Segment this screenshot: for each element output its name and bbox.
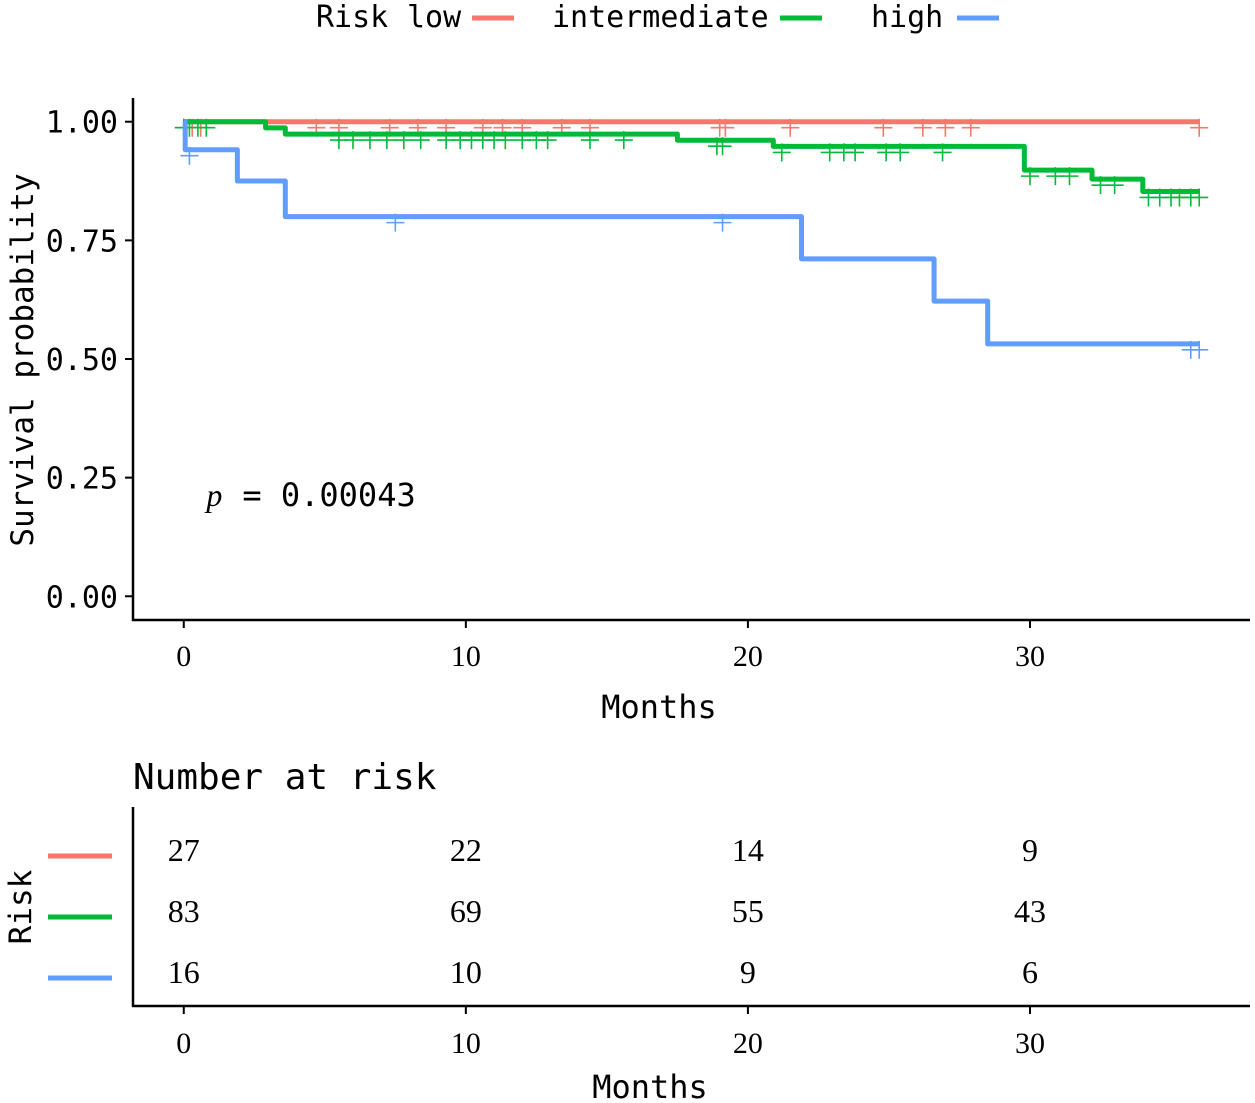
censor-mark-intermediate bbox=[1105, 176, 1124, 195]
censor-mark-high bbox=[713, 213, 732, 232]
risk-table-cell: 6 bbox=[1022, 954, 1038, 990]
y-tick-label: 0.75 bbox=[46, 224, 118, 259]
risk-table-x-tick-label: 10 bbox=[451, 1027, 481, 1060]
risk-table-cell: 83 bbox=[168, 893, 200, 929]
risk-table-x-tick-label: 30 bbox=[1015, 1027, 1045, 1060]
censor-mark-intermediate bbox=[1020, 167, 1039, 186]
legend-label-high: high bbox=[871, 0, 943, 35]
censor-mark-intermediate bbox=[411, 131, 430, 150]
survival-curves bbox=[174, 118, 1209, 359]
legend-title: Risk bbox=[316, 0, 388, 35]
risk-table-x-tick-label: 20 bbox=[733, 1027, 763, 1060]
p-value-text: = 0.00043 bbox=[242, 476, 415, 514]
risk-table-x-tick-label: 0 bbox=[176, 1027, 191, 1060]
censor-mark-low bbox=[716, 118, 735, 137]
censor-mark-low bbox=[913, 118, 932, 137]
y-axis-title: Survival probability bbox=[5, 173, 41, 546]
x-axis-title: Months bbox=[601, 688, 717, 726]
risk-table-y-title: Risk bbox=[3, 869, 39, 944]
risk-table-cell: 69 bbox=[450, 893, 482, 929]
y-tick-label: 1.00 bbox=[46, 106, 118, 141]
censor-mark-intermediate bbox=[377, 131, 396, 150]
risk-table-cell: 43 bbox=[1014, 893, 1046, 929]
censor-mark-high bbox=[386, 213, 405, 232]
censor-mark-intermediate bbox=[933, 143, 952, 162]
censor-mark-intermediate bbox=[496, 131, 515, 150]
censor-mark-intermediate bbox=[772, 143, 791, 162]
risk-table-cell: 16 bbox=[168, 954, 200, 990]
censor-mark-intermediate bbox=[614, 131, 633, 150]
risk-table-cell: 14 bbox=[732, 832, 764, 868]
censor-mark-intermediate bbox=[538, 131, 557, 150]
censor-mark-low bbox=[1190, 118, 1209, 137]
censor-mark-low bbox=[961, 118, 980, 137]
legend: Risk low intermediate high bbox=[316, 0, 999, 35]
censor-mark-intermediate bbox=[197, 118, 216, 137]
censor-mark-low bbox=[936, 118, 955, 137]
x-tick-label: 20 bbox=[733, 640, 763, 673]
censor-mark-intermediate bbox=[891, 143, 910, 162]
legend-label-intermediate: intermediate bbox=[552, 0, 769, 35]
y-tick-label: 0.00 bbox=[46, 580, 118, 615]
risk-table-cell: 9 bbox=[1022, 832, 1038, 868]
censor-mark-intermediate bbox=[1190, 188, 1209, 207]
x-tick-label: 30 bbox=[1015, 640, 1045, 673]
risk-table-x-ticks: 0 10 20 30 bbox=[176, 1006, 1045, 1060]
risk-table: Number at risk Risk Months 27 22 14 983 69 55… bbox=[3, 757, 1250, 1103]
survival-curve-intermediate bbox=[183, 119, 1200, 194]
x-tick-label: 0 bbox=[176, 640, 191, 673]
risk-table-keys bbox=[48, 853, 112, 981]
censor-mark-intermediate bbox=[394, 131, 413, 150]
risk-table-cells: 27 22 14 9 83 69 55 43 16 10 9 6 bbox=[168, 832, 1046, 990]
censor-mark-intermediate bbox=[580, 131, 599, 150]
risk-table-cell: 10 bbox=[450, 954, 482, 990]
p-value-label: p bbox=[204, 477, 222, 513]
legend-label-low: low bbox=[407, 0, 462, 35]
y-tick-label: 0.50 bbox=[46, 343, 118, 378]
y-tick-label: 0.25 bbox=[46, 462, 118, 497]
censor-mark-intermediate bbox=[1060, 167, 1079, 186]
survival-plot: 0.00 0.25 0.50 0.75 1.00 0 10 20 30 Survival pr… bbox=[5, 98, 1250, 726]
censor-mark-low bbox=[781, 118, 800, 137]
risk-table-cell: 27 bbox=[168, 832, 200, 868]
risk-table-x-title: Months bbox=[592, 1068, 708, 1103]
x-tick-label: 10 bbox=[451, 640, 481, 673]
censor-mark-intermediate bbox=[846, 143, 865, 162]
x-ticks: 0 10 20 30 bbox=[176, 620, 1045, 673]
censor-mark-intermediate bbox=[360, 131, 379, 150]
risk-table-cell: 22 bbox=[450, 832, 482, 868]
risk-table-title: Number at risk bbox=[133, 757, 437, 798]
p-value-annotation: p = 0.00043 bbox=[204, 476, 415, 514]
censor-mark-high bbox=[1190, 340, 1209, 359]
censor-mark-intermediate bbox=[713, 137, 732, 156]
risk-table-cell: 9 bbox=[740, 954, 756, 990]
censor-mark-high bbox=[180, 146, 199, 165]
survival-curve-high bbox=[182, 119, 1200, 347]
censor-mark-intermediate bbox=[344, 131, 363, 150]
censor-mark-low bbox=[874, 118, 893, 137]
risk-table-cell: 55 bbox=[732, 893, 764, 929]
y-ticks: 0.00 0.25 0.50 0.75 1.00 bbox=[46, 106, 133, 615]
